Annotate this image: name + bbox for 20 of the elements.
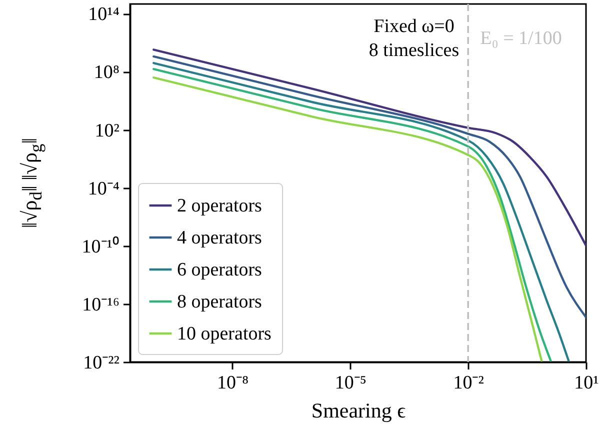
y-tick-label: 10¹⁴ bbox=[88, 4, 120, 26]
ref-line-label: E₀ = 1/100 bbox=[480, 28, 562, 49]
x-tick-label: 10⁻² bbox=[453, 372, 484, 394]
y-tick-label: 10⁻¹⁰ bbox=[82, 235, 120, 258]
x-tick-label: 10⁻⁵ bbox=[334, 372, 366, 394]
y-tick-label: 10² bbox=[94, 120, 120, 142]
y-tick-label: 10⁻⁴ bbox=[88, 178, 120, 200]
x-tick-label: 10⁻⁸ bbox=[216, 372, 249, 394]
legend-label: 10 operators bbox=[177, 324, 272, 344]
legend-label: 8 operators bbox=[177, 292, 262, 312]
legend-label: 4 operators bbox=[177, 228, 262, 248]
annotation: 8 timeslices bbox=[368, 40, 460, 61]
legend-label: 6 operators bbox=[177, 260, 262, 280]
x-axis-title: Smearing ϵ bbox=[311, 398, 406, 422]
legend-label: 2 operators bbox=[177, 196, 262, 216]
y-tick-label: 10⁻¹⁶ bbox=[82, 294, 120, 316]
annotation: Fixed ω=0 bbox=[374, 16, 454, 37]
y-tick-label: 10⁻²² bbox=[83, 352, 120, 374]
y-tick-label: 10⁸ bbox=[94, 62, 120, 84]
x-tick-label: 10¹ bbox=[574, 372, 600, 394]
